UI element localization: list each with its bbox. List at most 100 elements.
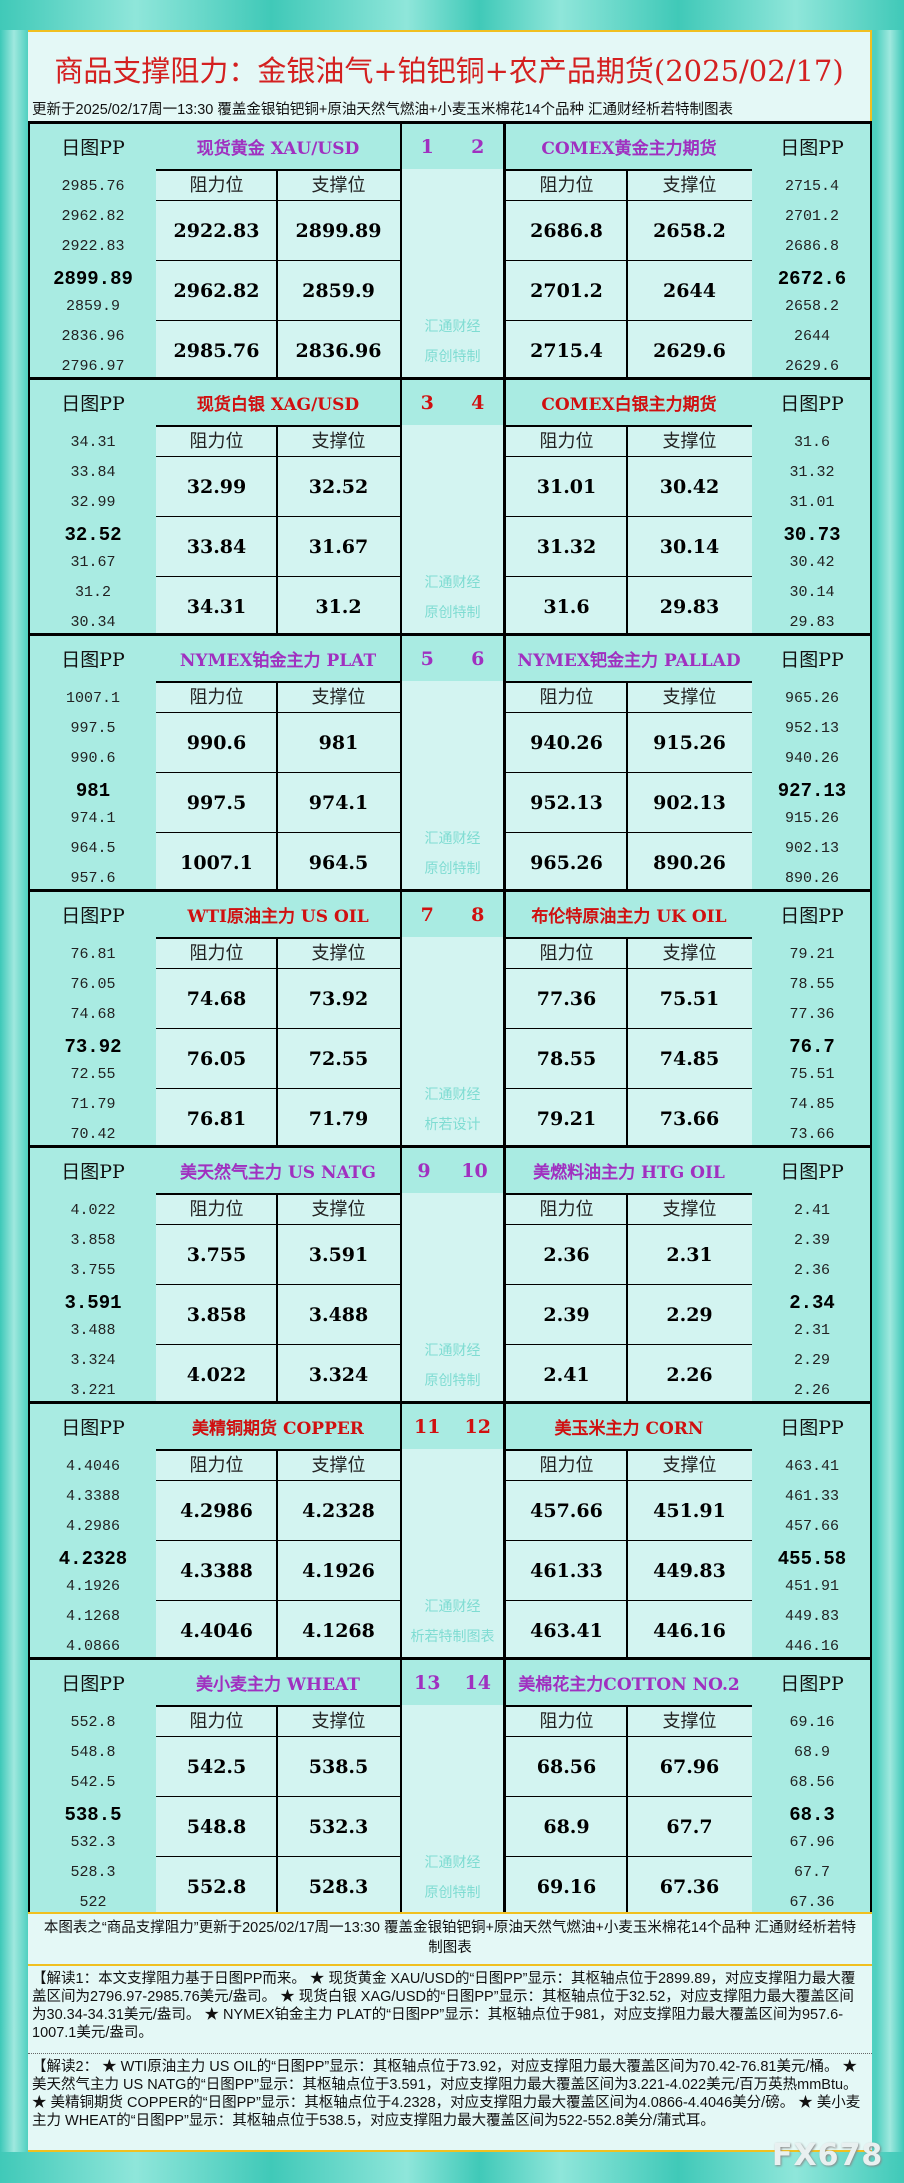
divider bbox=[276, 939, 278, 1145]
pp-level: 449.83 bbox=[784, 1608, 839, 1625]
resistance-value: 965.26 bbox=[506, 833, 627, 893]
pp-level: 2701.2 bbox=[784, 208, 839, 225]
instrument-name-left: NYMEX铂金主力 PLAT bbox=[179, 651, 377, 671]
resistance-value: 76.81 bbox=[156, 1089, 277, 1149]
support-value: 2.31 bbox=[627, 1225, 752, 1285]
resistance-value: 552.8 bbox=[156, 1857, 277, 1917]
instrument-name-left: 现货白银 XAG/USD bbox=[196, 395, 360, 415]
pivot-point: 927.13 bbox=[777, 780, 847, 802]
support-value: 528.3 bbox=[277, 1857, 400, 1917]
resistance-value: 2.36 bbox=[506, 1225, 627, 1285]
page-subtitle: 更新于2025/02/17周一13:30 覆盖金银铂钯铜+原油天然气燃油+小麦玉… bbox=[32, 102, 733, 118]
bottom-frame bbox=[0, 2152, 904, 2183]
support-value: 74.85 bbox=[627, 1029, 752, 1089]
pp-level: 4.2986 bbox=[65, 1518, 120, 1535]
section-number: 13 bbox=[414, 1671, 441, 1694]
pp-label-right: 日图PP bbox=[780, 393, 844, 415]
resistance-value: 31.32 bbox=[506, 517, 627, 577]
pp-level: 974.1 bbox=[70, 810, 116, 827]
pivot-point: 2899.89 bbox=[53, 268, 133, 290]
support-value: 75.51 bbox=[627, 969, 752, 1029]
pp-level: 457.66 bbox=[784, 1518, 839, 1535]
instrument-name-right: COMEX黄金主力期货 bbox=[541, 139, 717, 159]
pp-level: 3.221 bbox=[70, 1382, 116, 1399]
pp-level: 68.56 bbox=[789, 1774, 835, 1791]
support-header: 支撑位 bbox=[627, 427, 752, 457]
support-header: 支撑位 bbox=[627, 683, 752, 713]
pp-level: 2686.8 bbox=[784, 238, 839, 255]
watermark-text: 原创特制 bbox=[424, 1373, 481, 1389]
pp-level: 31.67 bbox=[70, 554, 116, 571]
pivot-point: 4.2328 bbox=[58, 1548, 128, 1570]
instrument-name-right: COMEX白银主力期货 bbox=[541, 395, 717, 415]
pp-level: 451.91 bbox=[784, 1578, 839, 1595]
resistance-header: 阻力位 bbox=[156, 1195, 277, 1225]
pp-level: 75.51 bbox=[789, 1066, 835, 1083]
sr-table: 阻力位 支撑位 3.755 3.591 3.858 3.488 4.022 3.324 bbox=[156, 1193, 400, 1405]
pp-level: 2836.96 bbox=[61, 328, 125, 345]
pp-level: 71.79 bbox=[70, 1096, 116, 1113]
pp-level: 34.31 bbox=[70, 434, 116, 451]
support-value: 4.1926 bbox=[277, 1541, 400, 1601]
divider bbox=[276, 427, 278, 633]
resistance-value: 77.36 bbox=[506, 969, 627, 1029]
watermark-text: 原创特制 bbox=[424, 1885, 481, 1901]
resistance-value: 542.5 bbox=[156, 1737, 277, 1797]
resistance-value: 34.31 bbox=[156, 577, 277, 637]
resistance-value: 2.41 bbox=[506, 1345, 627, 1405]
resistance-value: 68.56 bbox=[506, 1737, 627, 1797]
resistance-header: 阻力位 bbox=[506, 939, 627, 969]
resistance-value: 4.022 bbox=[156, 1345, 277, 1405]
section-number: 3 bbox=[420, 391, 434, 414]
support-value: 902.13 bbox=[627, 773, 752, 833]
middle-column: 3 4 汇通财经 原创特制 bbox=[400, 380, 506, 633]
support-value: 29.83 bbox=[627, 577, 752, 637]
interpretation-1: 【解读1：本文支撑阻力基于日图PP而来。 ★ 现货黄金 XAU/USD的“日图P… bbox=[28, 1966, 872, 2054]
pp-level: 4.3388 bbox=[65, 1488, 120, 1505]
pp-level: 461.33 bbox=[784, 1488, 839, 1505]
resistance-value: 4.3388 bbox=[156, 1541, 277, 1601]
support-value: 30.14 bbox=[627, 517, 752, 577]
pp-level: 77.36 bbox=[789, 1006, 835, 1023]
instrument-name-left: 美天然气主力 US NATG bbox=[180, 1163, 376, 1183]
sr-table: 阻力位 支撑位 2.36 2.31 2.39 2.29 2.41 2.26 bbox=[506, 1193, 752, 1405]
section-number: 9 bbox=[417, 1159, 431, 1182]
section-number: 12 bbox=[464, 1415, 491, 1438]
support-header: 支撑位 bbox=[627, 1451, 752, 1481]
sr-table: 阻力位 支撑位 457.66 451.91 461.33 449.83 463.41 446.… bbox=[506, 1449, 752, 1661]
support-value: 73.66 bbox=[627, 1089, 752, 1149]
resistance-value: 3.858 bbox=[156, 1285, 277, 1345]
pp-level: 542.5 bbox=[70, 1774, 116, 1791]
watermark-text: 原创特制 bbox=[424, 605, 481, 621]
pp-level: 940.26 bbox=[784, 750, 839, 767]
pp-level: 915.26 bbox=[784, 810, 839, 827]
resistance-header: 阻力位 bbox=[506, 1451, 627, 1481]
pp-level: 990.6 bbox=[70, 750, 116, 767]
pp-level: 31.01 bbox=[789, 494, 835, 511]
sr-table: 阻力位 支撑位 74.68 73.92 76.05 72.55 76.81 71.79 bbox=[156, 937, 400, 1149]
watermark-text: 原创特制 bbox=[424, 349, 481, 365]
pp-level: 964.5 bbox=[70, 840, 116, 857]
support-value: 30.42 bbox=[627, 457, 752, 517]
divider bbox=[626, 171, 628, 377]
resistance-header: 阻力位 bbox=[506, 427, 627, 457]
pp-level: 2796.97 bbox=[61, 358, 125, 375]
pp-level: 68.9 bbox=[793, 1744, 830, 1761]
resistance-value: 2922.83 bbox=[156, 201, 277, 261]
resistance-header: 阻力位 bbox=[156, 683, 277, 713]
pp-level: 528.3 bbox=[70, 1864, 116, 1881]
divider bbox=[276, 171, 278, 377]
instrument-name-right: 美燃料油主力 HTG OIL bbox=[533, 1163, 725, 1183]
pp-level: 67.7 bbox=[793, 1864, 830, 1881]
pp-level: 67.96 bbox=[789, 1834, 835, 1851]
watermark-text: 汇通财经 bbox=[424, 831, 481, 847]
pp-level: 31.6 bbox=[793, 434, 830, 451]
divider bbox=[276, 683, 278, 889]
pp-label-left: 日图PP bbox=[61, 649, 125, 671]
resistance-value: 4.2986 bbox=[156, 1481, 277, 1541]
resistance-value: 79.21 bbox=[506, 1089, 627, 1149]
support-value: 2658.2 bbox=[627, 201, 752, 261]
watermark-text: 析若特制图表 bbox=[410, 1629, 495, 1645]
pp-level: 70.42 bbox=[70, 1126, 116, 1143]
pp-level: 2.29 bbox=[793, 1352, 830, 1369]
